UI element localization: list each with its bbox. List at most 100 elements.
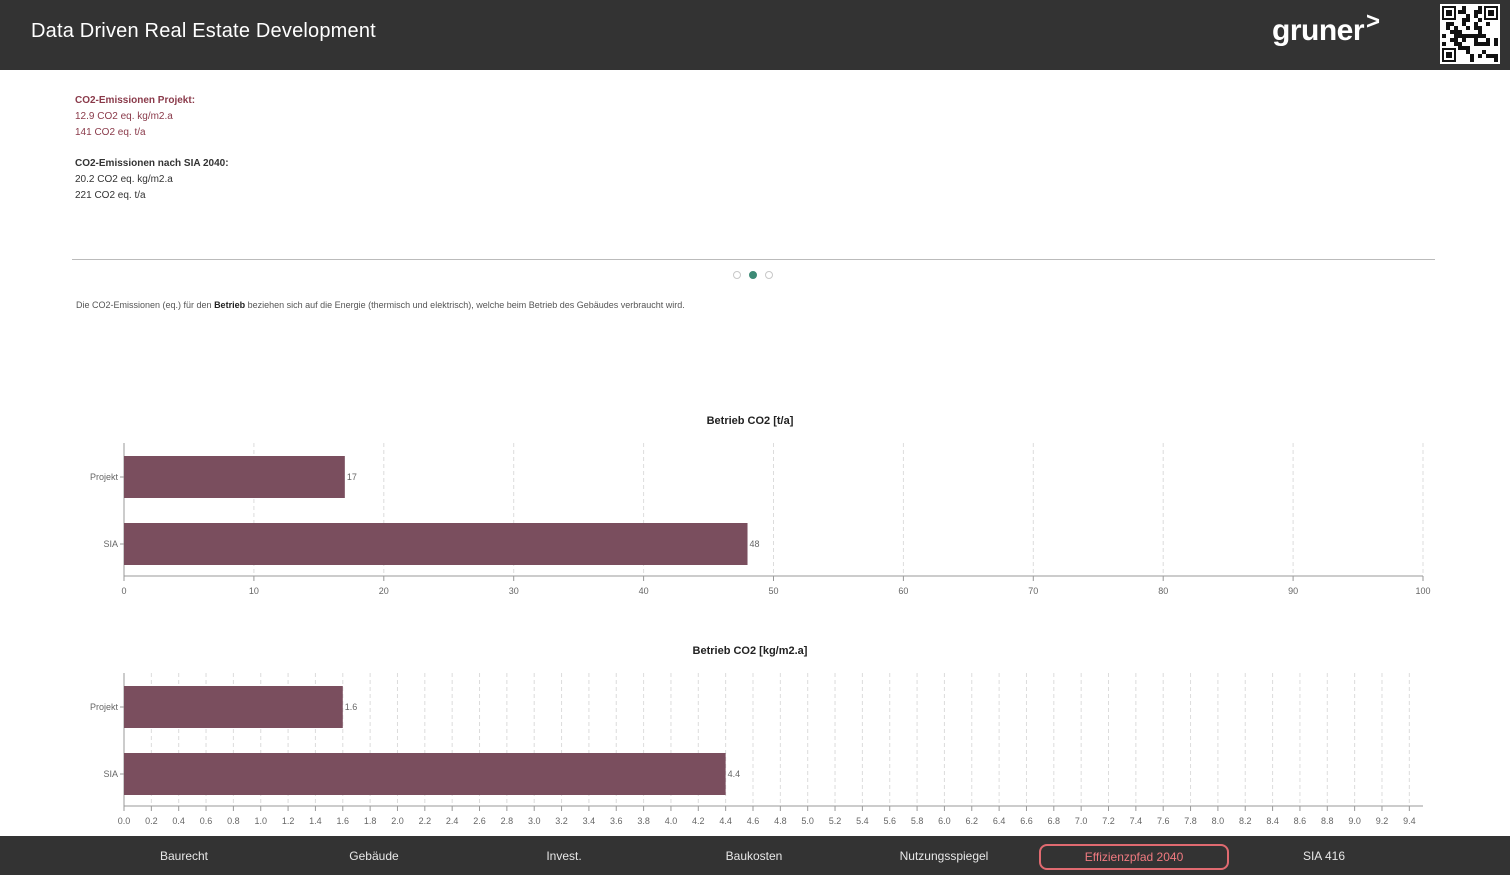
qr-module: [1458, 30, 1462, 34]
chart-betrieb-co2-ta: Betrieb CO2 [t/a] 0 10 20 30 40 50 60 70 80 90 100 P…: [90, 415, 1431, 596]
nav-effizienzpfad-2040[interactable]: Effizienzpfad 2040: [1039, 844, 1229, 870]
x-tick-label: 5.8: [911, 816, 924, 826]
bar-projekt: [124, 686, 343, 728]
qr-module: [1462, 18, 1466, 22]
qr-module: [1494, 58, 1498, 62]
x-tick-label: 2.0: [391, 816, 404, 826]
qr-finder: [1446, 10, 1452, 16]
qr-module: [1474, 10, 1478, 14]
bar-sia: [124, 753, 726, 795]
x-tick-label: 7.2: [1102, 816, 1115, 826]
qr-module: [1494, 38, 1498, 42]
qr-module: [1462, 34, 1466, 38]
sia-emissions-info: CO2-Emissionen nach SIA 2040: 20.2 CO2 e…: [75, 156, 229, 204]
x-tick-label: 3.8: [637, 816, 650, 826]
nav-baukosten[interactable]: Baukosten: [725, 849, 783, 863]
nav-invest[interactable]: Invest.: [546, 849, 582, 863]
category-label: SIA: [103, 769, 118, 779]
x-tick-label: 4.6: [747, 816, 760, 826]
qr-module: [1474, 42, 1478, 46]
gruner-logo[interactable]: gruner >: [1272, 8, 1380, 48]
nav-gebaeude[interactable]: Gebäude: [349, 849, 399, 863]
qr-module: [1458, 34, 1462, 38]
qr-module: [1478, 26, 1482, 30]
qr-module: [1454, 34, 1458, 38]
x-tick-label: 70: [1028, 586, 1038, 596]
x-tick-label: 9.4: [1403, 816, 1416, 826]
sia-emissions-heading: CO2-Emissionen nach SIA 2040:: [75, 158, 229, 169]
qr-module: [1458, 42, 1462, 46]
x-tick-label: 5.0: [801, 816, 814, 826]
x-tick-label: 2.6: [473, 816, 486, 826]
qr-module: [1486, 54, 1490, 58]
x-tick-label: 40: [639, 586, 649, 596]
qr-module: [1466, 14, 1470, 18]
category-label: SIA: [103, 539, 118, 549]
qr-module: [1494, 42, 1498, 46]
x-tick-label: 0.8: [227, 816, 240, 826]
qr-module: [1478, 6, 1482, 10]
nav-nutzungsspiegel[interactable]: Nutzungsspiegel: [899, 849, 989, 863]
x-tick-label: 4.0: [665, 816, 678, 826]
x-tick-label: 9.2: [1376, 816, 1389, 826]
description-after: beziehen sich auf die Energie (thermisch…: [245, 300, 685, 310]
x-tick-label: 2.4: [446, 816, 459, 826]
category-label: Projekt: [90, 702, 119, 712]
category-label: Projekt: [90, 472, 119, 482]
carousel-dot[interactable]: [733, 271, 741, 279]
x-tick-label: 1.0: [254, 816, 267, 826]
qr-module: [1462, 38, 1466, 42]
qr-module: [1478, 34, 1482, 38]
x-tick-label: 90: [1288, 586, 1298, 596]
qr-module: [1482, 42, 1486, 46]
x-tick-label: 8.8: [1321, 816, 1334, 826]
description-bold: Betrieb: [214, 300, 246, 310]
qr-module: [1486, 42, 1490, 46]
qr-module: [1462, 10, 1466, 14]
qr-module: [1454, 26, 1458, 30]
x-tick-label: 10: [249, 586, 259, 596]
carousel-dot[interactable]: [765, 271, 773, 279]
app-title: Data Driven Real Estate Development: [31, 20, 376, 42]
qr-module: [1466, 34, 1470, 38]
qr-module: [1442, 34, 1446, 38]
x-tick-label: 1.8: [364, 816, 377, 826]
qr-module: [1450, 38, 1454, 42]
qr-module: [1466, 26, 1470, 30]
qr-module: [1470, 54, 1474, 58]
bar-sia: [124, 523, 748, 565]
qr-module: [1486, 38, 1490, 42]
x-tick-label: 7.8: [1184, 816, 1197, 826]
qr-module: [1470, 58, 1474, 62]
x-tick-label: 6.2: [966, 816, 979, 826]
x-tick-label: 4.8: [774, 816, 787, 826]
qr-finder: [1446, 52, 1452, 58]
nav-baurecht[interactable]: Baurecht: [159, 849, 209, 863]
qr-module: [1470, 34, 1474, 38]
bar-value-label: 4.4: [728, 769, 741, 779]
chart-title: Betrieb CO2 [kg/m2.a]: [693, 645, 808, 657]
nav-sia-416[interactable]: SIA 416: [1302, 849, 1346, 863]
x-tick-label: 1.2: [282, 816, 295, 826]
project-emissions-heading: CO2-Emissionen Projekt:: [75, 95, 196, 106]
x-tick-label: 5.4: [856, 816, 869, 826]
qr-module: [1454, 42, 1458, 46]
qr-module: [1466, 50, 1470, 54]
qr-module: [1478, 42, 1482, 46]
x-tick-label: 7.4: [1130, 816, 1143, 826]
bar-value-label: 1.6: [345, 702, 358, 712]
x-tick-label: 6.6: [1020, 816, 1033, 826]
qr-module: [1462, 6, 1466, 10]
qr-module: [1474, 26, 1478, 30]
qr-module: [1462, 46, 1466, 50]
x-tick-label: 0: [121, 586, 126, 596]
x-tick-label: 3.4: [583, 816, 596, 826]
x-tick-label: 5.6: [883, 816, 896, 826]
description-before: Die CO2-Emissionen (eq.) für den: [76, 300, 215, 310]
qr-module: [1474, 34, 1478, 38]
x-tick-label: 1.6: [337, 816, 350, 826]
x-tick-label: 6.8: [1048, 816, 1061, 826]
carousel-dot[interactable]: [749, 271, 757, 279]
bottom-nav: Baurecht Gebäude Invest. Baukosten Nutzu…: [0, 836, 1510, 875]
x-tick-label: 3.2: [555, 816, 568, 826]
